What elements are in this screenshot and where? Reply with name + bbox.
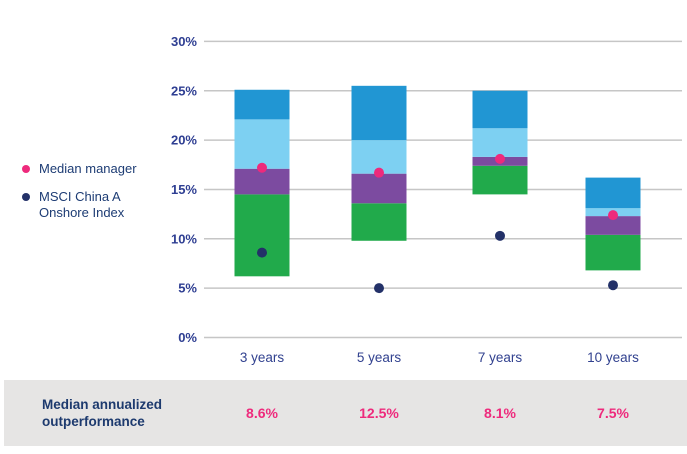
outperformance-value-10y: 7.5% (597, 405, 629, 421)
marker-dot-msci-china-a-onshore-index (608, 280, 618, 291)
bar-segment-range-segment-green-5-years (351, 203, 407, 241)
marker-dot-median-manager (495, 153, 505, 164)
y-tick-label: 15% (171, 182, 197, 197)
bar-segment-range-segment-purple-3-years (234, 168, 290, 195)
y-tick-label: 5% (178, 281, 197, 296)
marker-dot-median-manager (374, 167, 384, 178)
y-tick-label: 20% (171, 133, 197, 148)
x-axis-label: 7 years (478, 350, 523, 365)
marker-dot-msci-china-a-onshore-index (374, 283, 384, 294)
outperformance-value-3y: 8.6% (246, 405, 278, 421)
marker-dot-msci-china-a-onshore-index (257, 247, 267, 258)
bar-segment-range-segment-purple-10-years (585, 216, 641, 235)
stacked-range-bar-chart: 0% 5% 10% 15% 20% 25% 30% 3 years 5 years 7 years… (171, 34, 682, 365)
x-axis-label: 10 years (587, 350, 639, 365)
outperformance-row-label: Median annualized outperformance (42, 397, 163, 429)
y-tick-label: 30% (171, 34, 197, 49)
bar-segment-range-segment-light-blue-7-years (472, 128, 528, 157)
bar-segment-range-segment-green-3-years (234, 194, 290, 277)
y-tick-label: 10% (171, 231, 197, 246)
bar-segment-range-segment-green-7-years (472, 165, 528, 195)
msci-index-dot-icon (22, 193, 30, 201)
bar-segment-range-segment-dark-blue-5-years (351, 85, 407, 141)
legend-label-msci-index: MSCI China A Onshore Index (39, 189, 125, 220)
marker-dot-median-manager (608, 210, 618, 221)
bar-segment-range-segment-light-blue-3-years (234, 119, 290, 169)
bar-segment-range-segment-green-10-years (585, 234, 641, 271)
bar-segment-range-segment-dark-blue-10-years (585, 177, 641, 209)
x-axis-label: 5 years (357, 350, 402, 365)
legend-label-median-manager: Median manager (39, 161, 137, 176)
legend: Median manager MSCI China A Onshore Inde… (22, 161, 158, 221)
outperformance-table-row: Median annualized outperformance 8.6% 12… (4, 380, 687, 446)
legend-item-median-manager: Median manager (22, 161, 158, 177)
y-tick-label: 0% (178, 330, 197, 345)
outperformance-value-7y: 8.1% (484, 405, 516, 421)
y-tick-label: 25% (171, 83, 197, 98)
median-manager-dot-icon (22, 165, 30, 173)
x-axis-label: 3 years (240, 350, 285, 365)
bar-segment-range-segment-dark-blue-3-years (234, 89, 290, 120)
marker-dot-median-manager (257, 162, 267, 173)
bar-segment-range-segment-purple-5-years (351, 173, 407, 204)
marker-dot-msci-china-a-onshore-index (495, 230, 505, 241)
bar-segment-range-segment-dark-blue-7-years (472, 90, 528, 129)
legend-item-msci-index: MSCI China A Onshore Index (22, 189, 158, 221)
outperformance-value-5y: 12.5% (359, 405, 399, 421)
